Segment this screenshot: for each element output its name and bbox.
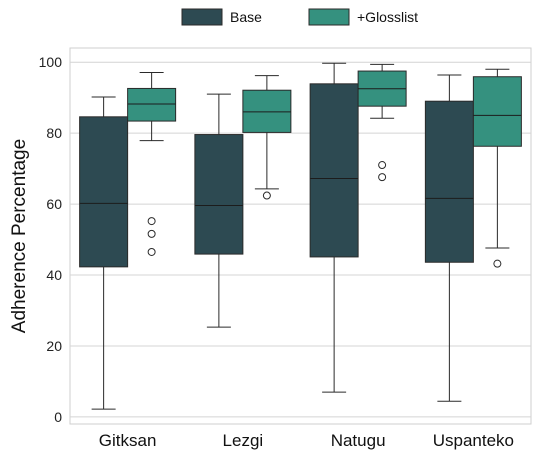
y-tick-label-80: 80 — [46, 125, 62, 141]
y-tick-label-40: 40 — [46, 267, 62, 283]
glosslist-lezgi-outlier-0 — [262, 191, 271, 200]
plot-frame — [69, 47, 532, 425]
glosslist-natugu-outlier-0 — [378, 161, 387, 170]
glosslist-gitksan-outlier-0 — [147, 217, 156, 226]
legend-swatch-base — [181, 8, 223, 26]
legend-label-base: Base — [230, 9, 262, 25]
legend-swatch-glosslist — [308, 8, 350, 26]
base-natugu-box — [309, 83, 359, 258]
base-gitksan-box — [79, 116, 129, 268]
glosslist-natugu-outlier-1 — [378, 173, 387, 182]
glosslist-gitksan-outlier-1 — [147, 229, 156, 238]
y-tick-label-20: 20 — [46, 338, 62, 354]
glosslist-gitksan-box — [127, 87, 177, 122]
x-tick-label-natugu: Natugu — [331, 431, 386, 450]
glosslist-lezgi-box — [242, 89, 292, 133]
legend-label-glosslist: +Glosslist — [357, 9, 418, 25]
glosslist-uspanteko-outlier-0 — [493, 259, 502, 268]
glosslist-gitksan-outlier-2 — [147, 247, 156, 256]
y-axis-title: Adherence Percentage — [9, 139, 30, 333]
x-tick-label-gitksan: Gitksan — [99, 431, 157, 450]
y-tick-label-100: 100 — [39, 54, 63, 70]
y-tick-label-60: 60 — [46, 196, 62, 212]
glosslist-uspanteko-box — [472, 76, 522, 147]
base-lezgi-box — [194, 134, 244, 255]
y-tick-label-0: 0 — [54, 409, 62, 425]
base-uspanteko-box — [424, 100, 474, 263]
x-tick-label-uspanteko: Uspanteko — [433, 431, 514, 450]
x-tick-label-lezgi: Lezgi — [223, 431, 264, 450]
